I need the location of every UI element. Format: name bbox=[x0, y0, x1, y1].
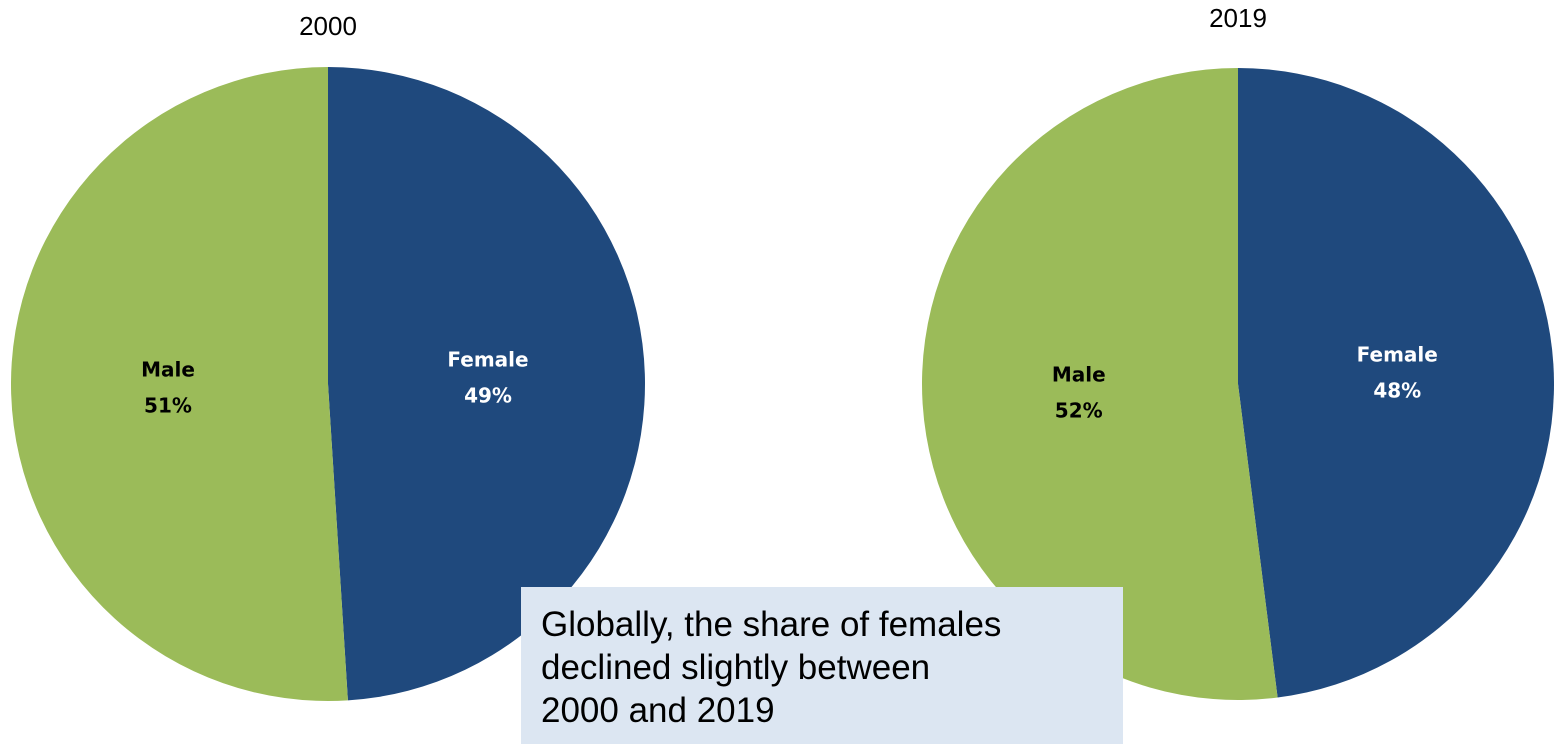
slice-label: Female bbox=[447, 347, 528, 371]
pie-slice bbox=[1238, 68, 1554, 698]
slice-label: Male bbox=[141, 358, 195, 382]
pie-slice bbox=[328, 67, 645, 701]
pie-slice bbox=[10, 67, 348, 701]
annotation-box bbox=[521, 587, 1123, 744]
chart-title: 2019 bbox=[1209, 3, 1267, 33]
annotation-text: Globally, the share of females bbox=[541, 605, 1001, 644]
value-label: 52% bbox=[1055, 399, 1103, 423]
annotation-text: 2000 and 2019 bbox=[541, 691, 775, 730]
pie-slice bbox=[922, 68, 1278, 700]
annotation-text: declined slightly between bbox=[541, 648, 930, 687]
value-label: 48% bbox=[1373, 378, 1421, 402]
chart-title: 2000 bbox=[299, 11, 357, 41]
value-label: 49% bbox=[464, 383, 512, 407]
slice-label: Male bbox=[1052, 363, 1106, 387]
slice-label: Female bbox=[1357, 342, 1438, 366]
value-label: 51% bbox=[144, 394, 192, 418]
